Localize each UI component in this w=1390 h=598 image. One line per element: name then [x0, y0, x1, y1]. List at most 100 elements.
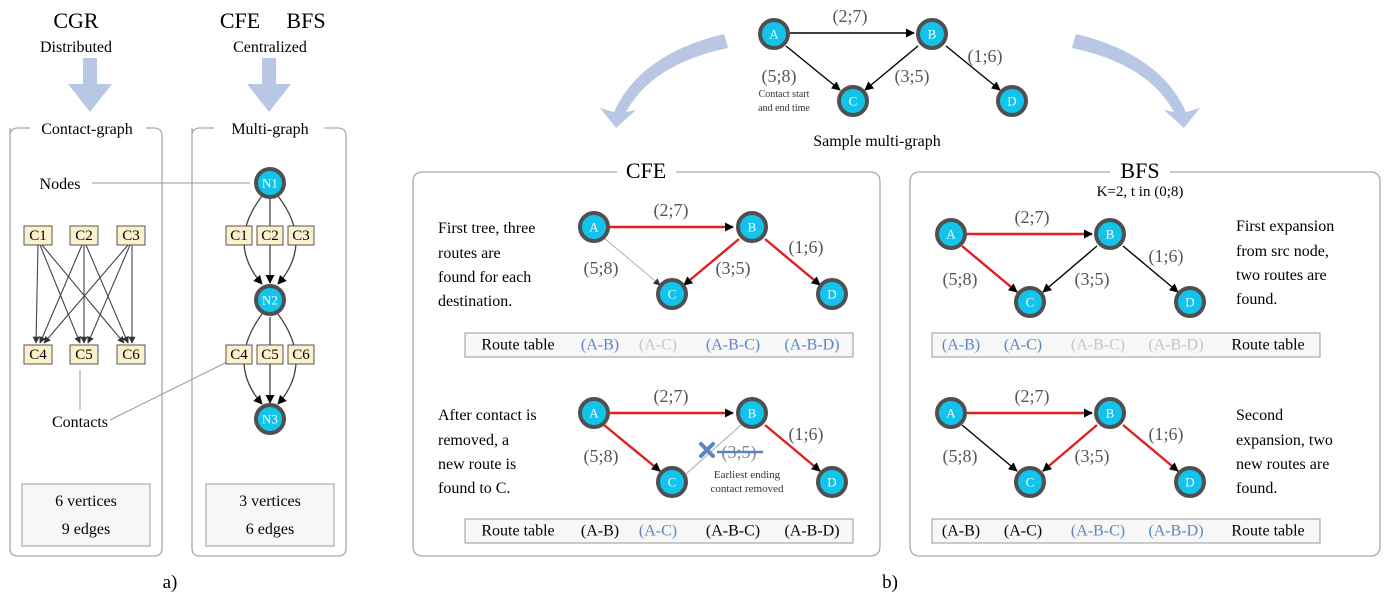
sample-node-c: C — [837, 85, 869, 117]
svg-text:expansion, two: expansion, two — [1236, 432, 1333, 449]
svg-text:Route table: Route table — [1231, 337, 1304, 354]
svg-text:(1;6): (1;6) — [1149, 246, 1184, 267]
svg-text:A: A — [946, 406, 956, 421]
svg-text:Route table: Route table — [1231, 523, 1304, 540]
contact-c5: C5 — [69, 344, 99, 365]
svg-text:3 vertices: 3 vertices — [239, 493, 301, 510]
curved-arrow-right-icon — [1072, 34, 1200, 128]
bfs-desc-1: First expansion from src node, two route… — [1236, 218, 1334, 308]
centralized-subtitle: Centralized — [233, 39, 307, 56]
cfe1-node-a: A — [578, 211, 610, 243]
svg-text:9 edges: 9 edges — [62, 521, 110, 538]
sample-node-a: A — [758, 18, 790, 50]
removed-note-line1: Earliest ending — [714, 469, 781, 481]
removed-note-line2: contact removed — [711, 483, 784, 495]
bfs-title: BFS — [1120, 158, 1159, 183]
svg-text:C: C — [849, 94, 858, 109]
svg-text:(A-B-D): (A-B-D) — [1148, 523, 1203, 540]
svg-text:D: D — [1185, 475, 1194, 490]
svg-text:(A-B): (A-B) — [942, 337, 980, 354]
svg-text:C: C — [668, 287, 677, 302]
bfs-panel — [909, 171, 1381, 557]
svg-text:A: A — [589, 220, 599, 235]
bfs2-node-b: B — [1094, 397, 1126, 429]
bfs-subtitle: K=2, t in (0;8) — [1097, 184, 1184, 200]
svg-text:new routes are: new routes are — [1236, 456, 1329, 473]
svg-text:C1: C1 — [230, 228, 248, 244]
svg-text:(3;5): (3;5) — [1075, 269, 1110, 290]
svg-text:A: A — [946, 227, 956, 242]
svg-text:(A-B-D): (A-B-D) — [1148, 337, 1203, 354]
contact-c4: C4 — [23, 344, 53, 365]
svg-text:(2;7): (2;7) — [654, 200, 689, 221]
contact-c2: C2 — [69, 225, 99, 246]
svg-text:N1: N1 — [262, 176, 278, 191]
svg-text:(3;5): (3;5) — [1075, 446, 1110, 467]
node-n2: N2 — [254, 284, 286, 316]
svg-text:(A-B-C): (A-B-C) — [706, 523, 760, 540]
contact-c3: C3 — [116, 225, 146, 246]
svg-text:A: A — [769, 27, 779, 42]
svg-text:C1: C1 — [29, 228, 47, 244]
svg-text:destination.: destination. — [438, 293, 512, 310]
svg-text:from src node,: from src node, — [1236, 243, 1329, 260]
svg-text:found.: found. — [1236, 480, 1277, 497]
svg-text:(1;6): (1;6) — [789, 237, 824, 258]
cfe2-node-a: A — [578, 397, 610, 429]
svg-text:Route table: Route table — [481, 523, 554, 540]
cfe-route-table-1: Route table (A-B) (A-C) (A-B-C) (A-B-D) — [464, 332, 854, 358]
bfs2-node-c: C — [1014, 466, 1046, 498]
svg-text:C6: C6 — [122, 347, 140, 363]
svg-text:C3: C3 — [292, 228, 310, 244]
bfs-desc-2: Second expansion, two new routes are fou… — [1236, 407, 1333, 497]
part-b-label: b) — [882, 572, 898, 593]
contact-graph-edges — [32, 244, 136, 344]
bfs2-node-a: A — [935, 397, 967, 429]
cfe-graph-2: (2;7) (5;8) (3;5) (1;6) Earliest ending … — [578, 386, 848, 498]
sample-note-line2: and end time — [758, 103, 810, 114]
bfs-route-table-1: (A-B) (A-C) (A-B-C) (A-B-D) Route table — [931, 332, 1321, 358]
curved-arrow-left-icon — [600, 34, 728, 128]
contact-c6: C6 — [116, 344, 146, 365]
cfe-heading: CFE — [220, 8, 260, 33]
cfe-graph-1: (2;7) (5;8) (3;5) (1;6) A B C D — [578, 200, 848, 310]
contact-graph-title: Contact-graph — [41, 121, 133, 138]
bfs1-node-b: B — [1094, 218, 1126, 250]
svg-text:(A-B): (A-B) — [942, 523, 980, 540]
svg-text:(5;8): (5;8) — [762, 66, 797, 87]
svg-text:(A-B): (A-B) — [581, 523, 619, 540]
part-b: (2;7) (5;8) (3;5) (1;6) Contact start an… — [412, 6, 1381, 593]
svg-text:(5;8): (5;8) — [943, 269, 978, 290]
svg-text:(A-B): (A-B) — [581, 337, 619, 354]
svg-text:C: C — [1026, 295, 1035, 310]
svg-text:(1;6): (1;6) — [968, 46, 1003, 67]
cfe-route-table-2: Route table (A-B) (A-C) (A-B-C) (A-B-D) — [464, 518, 854, 544]
contacts-annotation: Contacts — [52, 414, 108, 431]
svg-text:(2;7): (2;7) — [833, 6, 868, 27]
svg-text:found.: found. — [1236, 291, 1277, 308]
svg-text:B: B — [928, 27, 937, 42]
bfs-graph-1: (2;7) (5;8) (3;5) (1;6) A B C D — [935, 207, 1206, 318]
svg-text:found to C.: found to C. — [438, 480, 510, 497]
multi-graph-contacts: C1 C2 C3 C4 C5 C6 — [225, 225, 315, 365]
sample-graph: (2;7) (5;8) (3;5) (1;6) Contact start an… — [758, 6, 1028, 150]
bfs1-node-d: D — [1174, 286, 1206, 318]
svg-text:First tree, three: First tree, three — [438, 220, 535, 237]
svg-text:First expansion: First expansion — [1236, 218, 1334, 235]
svg-text:two routes are: two routes are — [1236, 267, 1327, 284]
bfs1-node-a: A — [935, 218, 967, 250]
svg-text:C2: C2 — [261, 228, 279, 244]
cfe1-node-c: C — [656, 278, 688, 310]
svg-text:C2: C2 — [75, 228, 93, 244]
svg-text:(2;7): (2;7) — [1015, 386, 1050, 407]
svg-text:D: D — [1007, 94, 1016, 109]
bfs-route-table-2: (A-B) (A-C) (A-B-C) (A-B-D) Route table — [931, 518, 1321, 544]
svg-text:(2;7): (2;7) — [654, 386, 689, 407]
multigraph-summary: 3 vertices 6 edges — [205, 483, 335, 547]
svg-text:D: D — [1185, 295, 1194, 310]
cfe-desc-1: First tree, three routes are found for e… — [438, 220, 535, 310]
svg-text:C6: C6 — [292, 347, 310, 363]
svg-text:found for each: found for each — [438, 269, 531, 286]
svg-text:D: D — [827, 475, 836, 490]
bfs-heading: BFS — [286, 8, 325, 33]
